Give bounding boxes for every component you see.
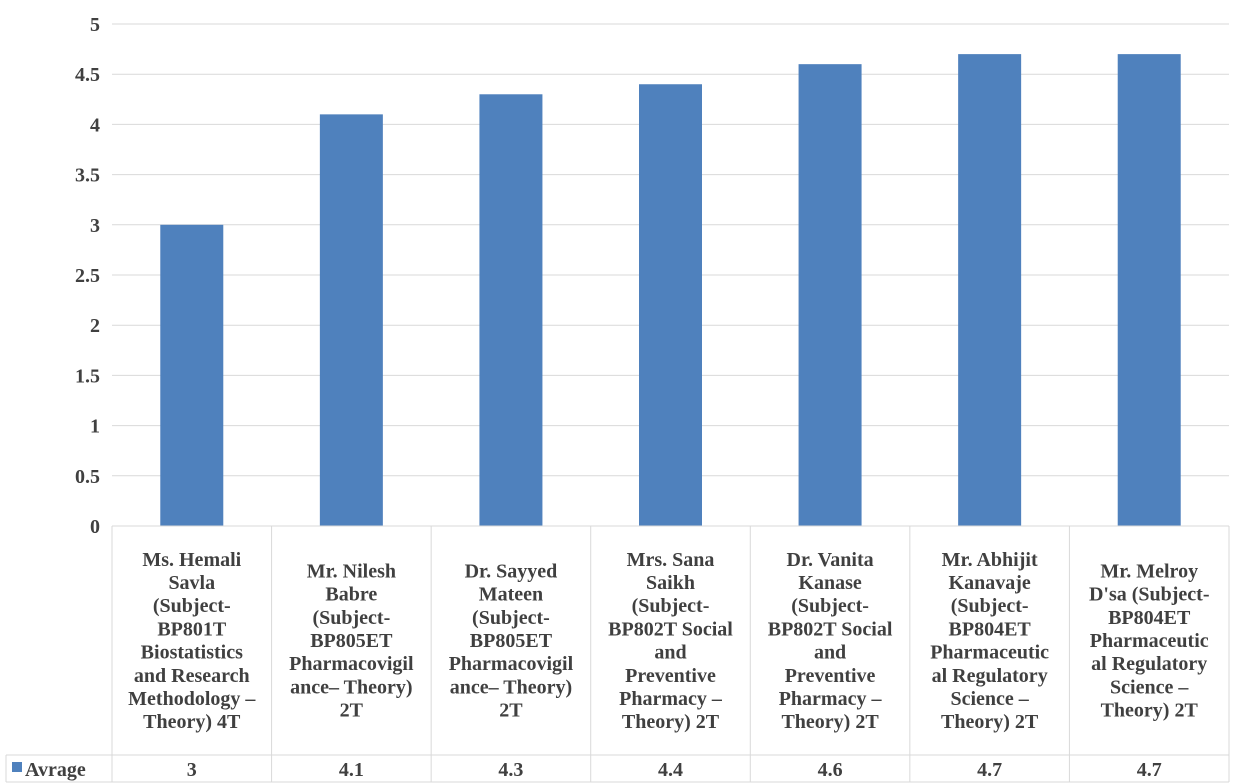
x-category-label: Dr. Vanita Kanase (Subject-BP802T Social an…	[768, 549, 893, 733]
y-tick-label: 1	[90, 416, 100, 438]
y-tick-label: 4	[90, 114, 100, 136]
x-category-label: Mr. Melroy D'sa (Subject-BP804ET Pharmaceu…	[1089, 560, 1210, 721]
y-tick-label: 4.5	[75, 64, 100, 86]
x-category-label: Mr. Nilesh Babre (Subject-BP805ET Pharmacov…	[289, 560, 414, 721]
data-table-value: 4.1	[339, 759, 364, 781]
x-category-label: Mrs. Sana Saikh (Subject-BP802T Social and P…	[608, 549, 733, 733]
legend: Avrage	[12, 759, 86, 781]
bar	[1117, 54, 1181, 527]
x-category-label: Mr. Abhijit Kanavaje (Subject-BP804ET Pharm…	[930, 549, 1049, 733]
y-tick-label: 0	[90, 516, 100, 538]
legend-label: Avrage	[25, 759, 86, 781]
data-table-value: 3	[187, 759, 197, 781]
y-tick-label: 0.5	[75, 466, 100, 488]
y-tick-label: 1.5	[75, 365, 100, 387]
y-tick-label: 3	[90, 215, 100, 237]
bar	[319, 114, 383, 527]
data-table-value: 4.7	[1137, 759, 1162, 781]
x-category-label: Ms. Hemali Savla (Subject-BP801T Biostatist…	[128, 549, 256, 733]
y-axis: 0 0.5 1 1.5 2 2.5 3 3.5 4 4.5 5	[75, 14, 100, 538]
bar	[798, 64, 862, 526]
legend-swatch	[12, 762, 22, 772]
y-tick-label: 5	[90, 14, 100, 36]
data-table-value: 4.7	[977, 759, 1002, 781]
bar	[958, 54, 1022, 527]
data-table: Ms. Hemali Savla (Subject-BP801T Biostatist…	[5, 525, 1230, 783]
x-category-label: Dr. Sayyed Mateen (Subject-BP805ET Pharmaco…	[449, 560, 574, 721]
data-table-value: 4.6	[818, 759, 843, 781]
y-tick-label: 2	[90, 315, 100, 337]
y-tick-label: 3.5	[75, 165, 100, 187]
bar	[479, 94, 543, 526]
bars	[160, 54, 1181, 527]
bar	[160, 224, 224, 527]
data-table-value: 4.3	[498, 759, 523, 781]
bar	[639, 84, 702, 527]
data-table-value: 4.4	[658, 759, 683, 781]
y-tick-label: 2.5	[75, 265, 100, 287]
